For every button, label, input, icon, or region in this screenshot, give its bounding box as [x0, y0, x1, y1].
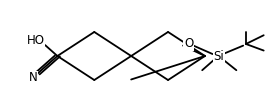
Text: Si: Si [213, 50, 224, 62]
Text: HO: HO [26, 34, 44, 47]
Text: O: O [184, 37, 193, 50]
Text: N: N [28, 71, 37, 84]
